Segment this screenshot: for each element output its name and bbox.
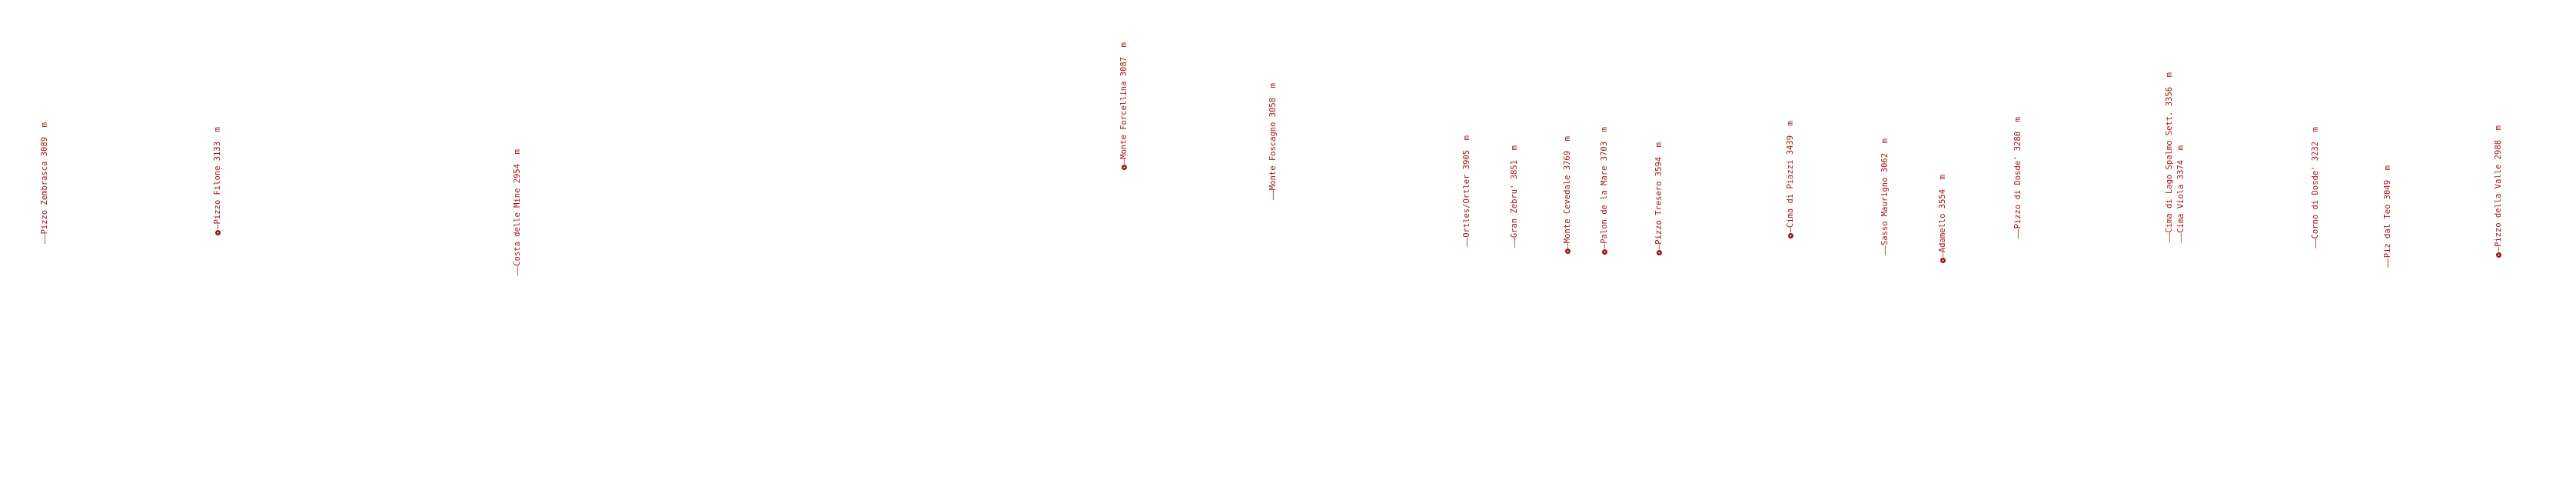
peak-label: ——Sasso Maurigno 3062 m: [1880, 138, 1890, 255]
peak-marker-dot: [1939, 257, 1946, 263]
peak-label: ——Ortles/Ortler 3905 m: [1461, 135, 1471, 247]
peak-label: ——Gran Zebru' 3851 m: [1509, 145, 1519, 248]
peak-label: ——Piz dal Teo 3049 m: [2382, 165, 2392, 268]
peak-label: ——Pizzo di Dosde' 3280 m: [2013, 116, 2023, 239]
peak-marker-dot: [214, 229, 221, 235]
peak-marker-dot: [2495, 252, 2501, 258]
peak-marker-dot: [1787, 232, 1793, 239]
peak-label: —Pizzo Filone 3133 m: [212, 127, 222, 229]
peak-label: ——Monte Foscagno 3058 m: [1268, 83, 1278, 200]
peak-label: —Monte Forcellina 3087 m: [1118, 42, 1128, 164]
peak-label: —Monte Cevedale 3769 m: [1562, 135, 1572, 248]
peak-marker-dot: [1656, 249, 1662, 255]
peak-marker-dot: [1121, 164, 1127, 170]
peak-label: ——Costa delle Mine 2954 m: [512, 148, 522, 275]
peak-label: ——Pizzo Zembrasca 3089 m: [39, 122, 49, 244]
peak-label: —Cima di Piazzi 3439 m: [1785, 120, 1795, 232]
peak-label: —Palon de la Mare 3703 m: [1599, 126, 1609, 249]
peak-label: ——Cima di Lago Spalmo Sett. 3356 m: [2164, 72, 2174, 242]
peak-label: —Pizzo della Valle 2988 m: [2493, 125, 2503, 252]
peak-marker-dot: [1564, 248, 1571, 254]
peak-label: ——Cima Viola 3374 m: [2175, 145, 2185, 242]
peak-label: —Adamello 3554 m: [1937, 174, 1947, 257]
peak-marker-dot: [1601, 249, 1607, 255]
peak-label: ——Corno di Dosde' 3232 m: [2310, 126, 2320, 249]
peak-label: —Pizzo Tresero 3594 m: [1654, 142, 1664, 249]
